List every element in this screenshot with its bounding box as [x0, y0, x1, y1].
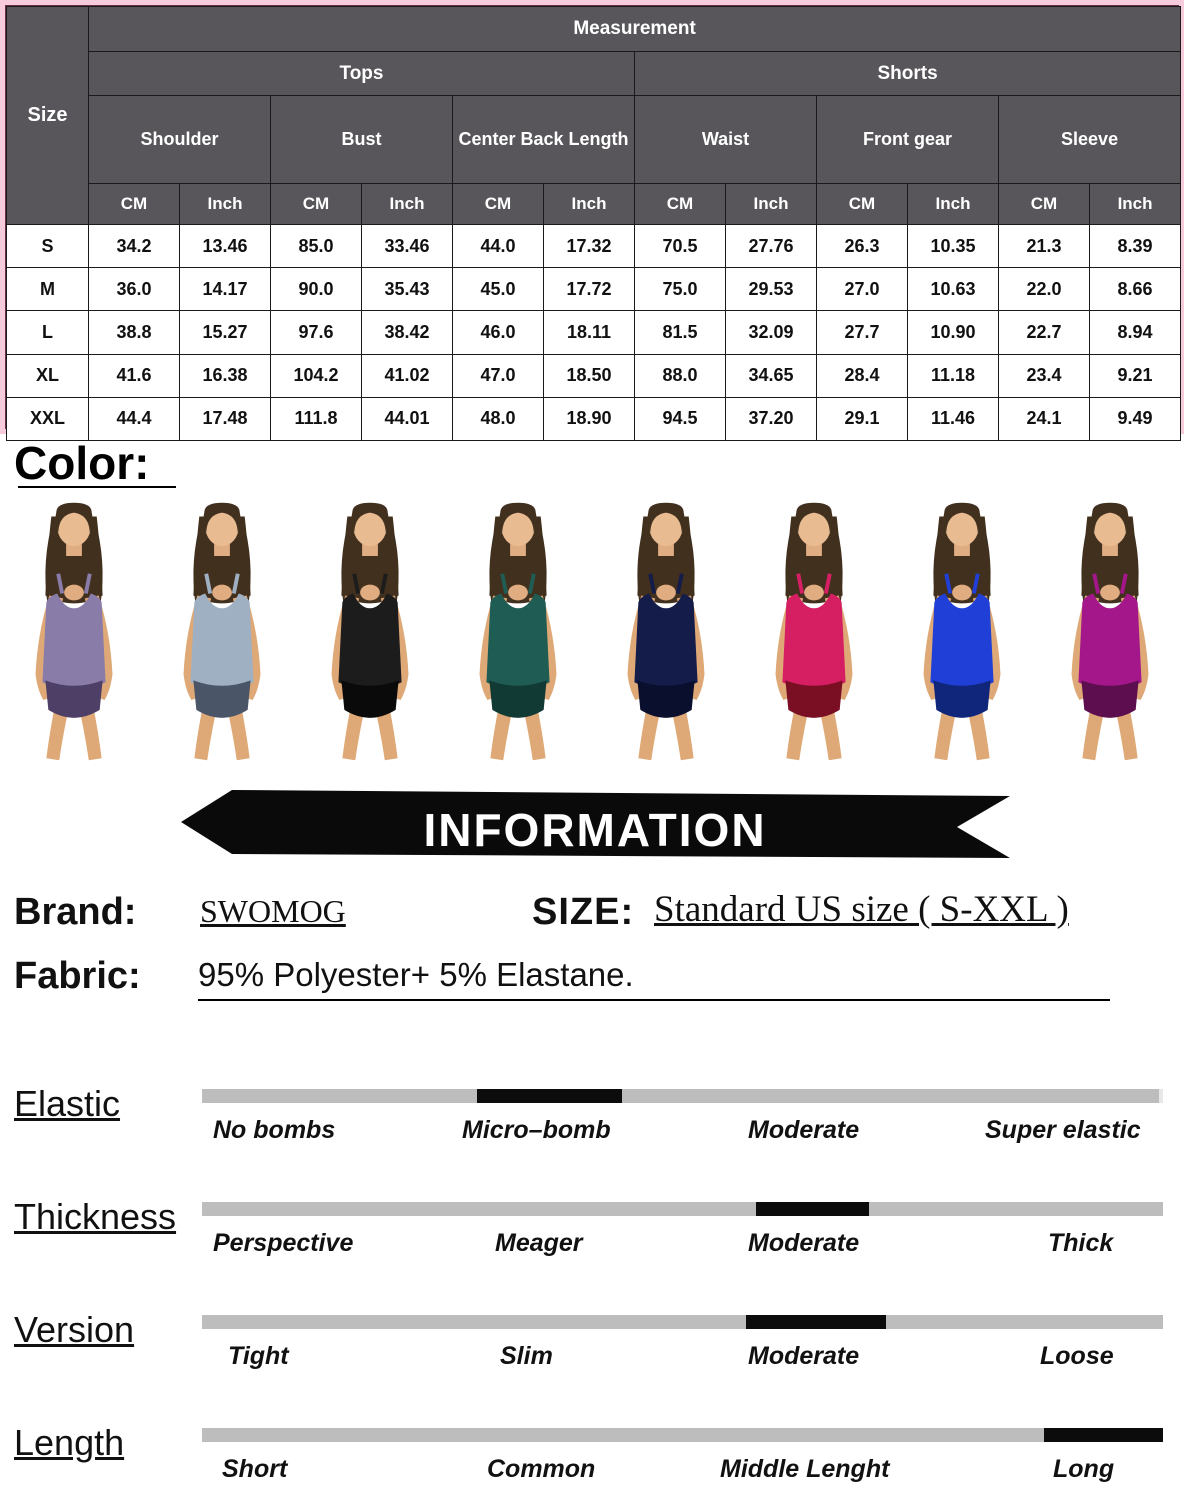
svg-text:INFORMATION: INFORMATION — [423, 804, 766, 856]
